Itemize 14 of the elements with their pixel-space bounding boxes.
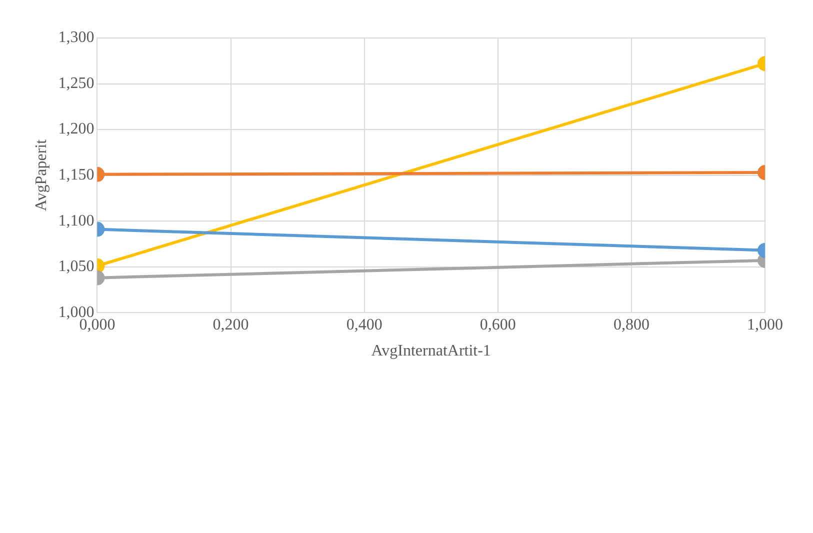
y-tick-label: 1,300 — [58, 29, 94, 46]
y-tick-label: 1,050 — [58, 258, 94, 276]
x-tick-label: 0,600 — [480, 316, 516, 334]
x-tick-label: 0,800 — [613, 316, 650, 334]
x-tick-label: 0,400 — [346, 316, 382, 334]
x-axis-title: AvgInternatArtit-1 — [371, 342, 491, 360]
x-tick-label: 0,200 — [212, 316, 249, 334]
y-axis-title: AvgPaperit — [32, 138, 50, 212]
y-tick-label: 1,100 — [58, 212, 94, 230]
x-tick-label: 1,000 — [747, 316, 783, 334]
x-tick-label: 0,000 — [79, 316, 116, 334]
y-tick-label: 1,250 — [58, 74, 94, 92]
y-tick-label: 1,200 — [58, 120, 94, 138]
y-tick-label: 1,150 — [58, 166, 94, 184]
